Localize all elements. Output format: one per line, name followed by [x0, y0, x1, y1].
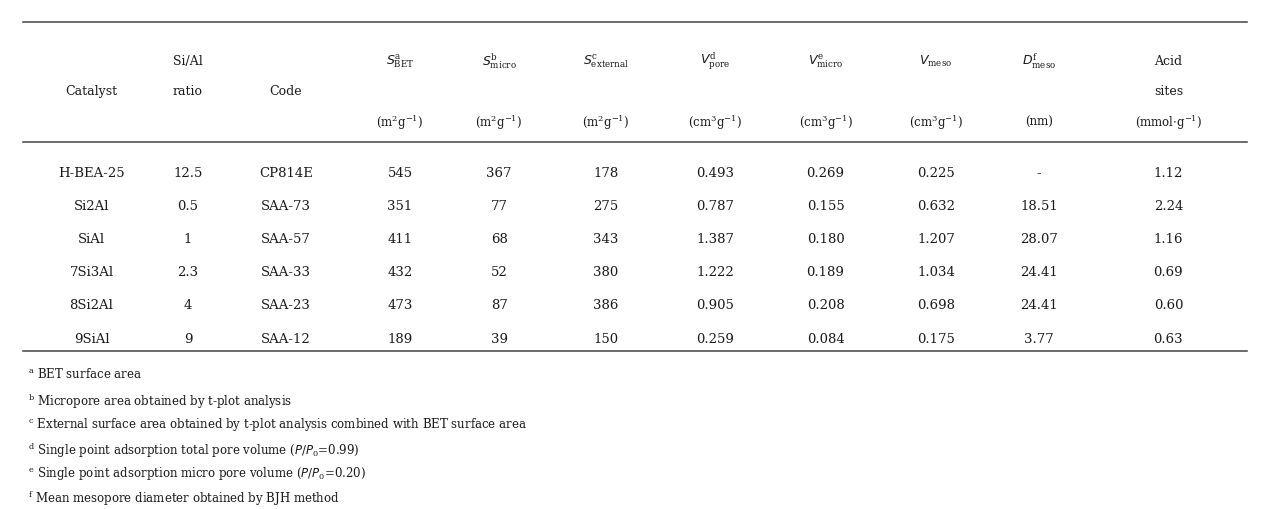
Text: 1: 1: [184, 233, 192, 246]
Text: 87: 87: [490, 299, 508, 312]
Text: (nm): (nm): [1025, 116, 1053, 129]
Text: 367: 367: [486, 166, 512, 180]
Text: 0.225: 0.225: [917, 166, 955, 180]
Text: 0.60: 0.60: [1153, 299, 1184, 312]
Text: Catalyst: Catalyst: [65, 85, 118, 98]
Text: 68: 68: [490, 233, 508, 246]
Text: 28.07: 28.07: [1020, 233, 1058, 246]
Text: $^{\mathregular{d}}$ Single point adsorption total pore volume ($P/P_{\mathregul: $^{\mathregular{d}}$ Single point adsorp…: [28, 440, 359, 459]
Text: $S_{\mathregular{micro}}^{\mathregular{b}}$: $S_{\mathregular{micro}}^{\mathregular{b…: [481, 51, 517, 71]
Text: Code: Code: [269, 85, 302, 98]
Text: 343: 343: [593, 233, 618, 246]
Text: 0.269: 0.269: [806, 166, 845, 180]
Text: 0.189: 0.189: [806, 266, 845, 279]
Text: 9SiAl: 9SiAl: [74, 332, 109, 345]
Text: $V_{\mathregular{pore}}^{\mathregular{d}}$: $V_{\mathregular{pore}}^{\mathregular{d}…: [700, 50, 730, 72]
Text: 386: 386: [593, 299, 618, 312]
Text: (cm$^{\mathregular{3}}$g$^{\mathregular{-1}}$): (cm$^{\mathregular{3}}$g$^{\mathregular{…: [688, 112, 742, 132]
Text: $V_{\mathregular{meso}}$: $V_{\mathregular{meso}}$: [919, 53, 952, 69]
Text: $^{\mathregular{b}}$ Micropore area obtained by t-plot analysis: $^{\mathregular{b}}$ Micropore area obta…: [28, 391, 292, 410]
Text: 7Si3Al: 7Si3Al: [70, 266, 113, 279]
Text: (cm$^{\mathregular{3}}$g$^{\mathregular{-1}}$): (cm$^{\mathregular{3}}$g$^{\mathregular{…: [799, 112, 852, 132]
Text: $^{\mathregular{a}}$ BET surface area: $^{\mathregular{a}}$ BET surface area: [28, 366, 142, 380]
Text: 0.69: 0.69: [1153, 266, 1184, 279]
Text: 0.63: 0.63: [1153, 332, 1184, 345]
Text: SAA-12: SAA-12: [260, 332, 311, 345]
Text: $^{\mathregular{f}}$ Mean mesopore diameter obtained by BJH method: $^{\mathregular{f}}$ Mean mesopore diame…: [28, 489, 339, 507]
Text: 3.77: 3.77: [1024, 332, 1054, 345]
Text: 12.5: 12.5: [173, 166, 203, 180]
Text: $S_{\mathregular{BET}}^{\mathregular{a}}$: $S_{\mathregular{BET}}^{\mathregular{a}}…: [386, 52, 414, 70]
Text: 0.787: 0.787: [696, 200, 734, 213]
Text: 545: 545: [387, 166, 413, 180]
Text: 432: 432: [387, 266, 413, 279]
Text: 275: 275: [593, 200, 618, 213]
Text: 411: 411: [387, 233, 413, 246]
Text: 178: 178: [593, 166, 618, 180]
Text: $^{\mathregular{e}}$ Single point adsorption micro pore volume ($P/P_{\mathregul: $^{\mathregular{e}}$ Single point adsorp…: [28, 464, 366, 481]
Text: 39: 39: [490, 332, 508, 345]
Text: 2.24: 2.24: [1153, 200, 1184, 213]
Text: Acid: Acid: [1154, 54, 1182, 68]
Text: 9: 9: [184, 332, 192, 345]
Text: 0.905: 0.905: [696, 299, 734, 312]
Text: 0.084: 0.084: [806, 332, 845, 345]
Text: (m$^{\mathregular{2}}$g$^{\mathregular{-1}}$): (m$^{\mathregular{2}}$g$^{\mathregular{-…: [376, 112, 424, 132]
Text: 0.155: 0.155: [806, 200, 845, 213]
Text: 52: 52: [490, 266, 508, 279]
Text: 473: 473: [387, 299, 413, 312]
Text: 0.180: 0.180: [806, 233, 845, 246]
Text: 4: 4: [184, 299, 192, 312]
Text: 1.207: 1.207: [917, 233, 955, 246]
Text: 8Si2Al: 8Si2Al: [70, 299, 113, 312]
Text: Si2Al: Si2Al: [74, 200, 109, 213]
Text: SAA-23: SAA-23: [260, 299, 311, 312]
Text: CP814E: CP814E: [259, 166, 312, 180]
Text: 150: 150: [593, 332, 618, 345]
Text: 1.222: 1.222: [696, 266, 734, 279]
Text: (m$^{\mathregular{2}}$g$^{\mathregular{-1}}$): (m$^{\mathregular{2}}$g$^{\mathregular{-…: [582, 112, 630, 132]
Text: 0.208: 0.208: [806, 299, 845, 312]
Text: 0.632: 0.632: [917, 200, 955, 213]
Text: $V_{\mathregular{micro}}^{\mathregular{e}}$: $V_{\mathregular{micro}}^{\mathregular{e…: [808, 52, 843, 70]
Text: 351: 351: [387, 200, 413, 213]
Text: 0.259: 0.259: [696, 332, 734, 345]
Text: $S_{\mathregular{external}}^{\mathregular{c}}$: $S_{\mathregular{external}}^{\mathregula…: [583, 52, 629, 70]
Text: SiAl: SiAl: [77, 233, 105, 246]
Text: SAA-33: SAA-33: [260, 266, 311, 279]
Text: 2.3: 2.3: [178, 266, 198, 279]
Text: ratio: ratio: [173, 85, 203, 98]
Text: sites: sites: [1154, 85, 1182, 98]
Text: (cm$^{\mathregular{3}}$g$^{\mathregular{-1}}$): (cm$^{\mathregular{3}}$g$^{\mathregular{…: [909, 112, 963, 132]
Text: SAA-73: SAA-73: [260, 200, 311, 213]
Text: Si/Al: Si/Al: [173, 54, 203, 68]
Text: 1.16: 1.16: [1153, 233, 1184, 246]
Text: 77: 77: [490, 200, 508, 213]
Text: 24.41: 24.41: [1020, 266, 1058, 279]
Text: 1.12: 1.12: [1153, 166, 1184, 180]
Text: 18.51: 18.51: [1020, 200, 1058, 213]
Text: $D_{\mathregular{meso}}^{\mathregular{f}}$: $D_{\mathregular{meso}}^{\mathregular{f}…: [1021, 51, 1057, 71]
Text: 189: 189: [387, 332, 413, 345]
Text: (m$^{\mathregular{2}}$g$^{\mathregular{-1}}$): (m$^{\mathregular{2}}$g$^{\mathregular{-…: [475, 112, 523, 132]
Text: (mmol$\cdot$g$^{\mathregular{-1}}$): (mmol$\cdot$g$^{\mathregular{-1}}$): [1135, 112, 1201, 132]
Text: 0.5: 0.5: [178, 200, 198, 213]
Text: 380: 380: [593, 266, 618, 279]
Text: 1.387: 1.387: [696, 233, 734, 246]
Text: 0.698: 0.698: [917, 299, 955, 312]
Text: 0.175: 0.175: [917, 332, 955, 345]
Text: $^{\mathregular{c}}$ External surface area obtained by t-plot analysis combined : $^{\mathregular{c}}$ External surface ar…: [28, 415, 527, 432]
Text: 0.493: 0.493: [696, 166, 734, 180]
Text: H-BEA-25: H-BEA-25: [58, 166, 124, 180]
Text: -: -: [1036, 166, 1041, 180]
Text: 1.034: 1.034: [917, 266, 955, 279]
Text: 24.41: 24.41: [1020, 299, 1058, 312]
Text: SAA-57: SAA-57: [260, 233, 311, 246]
